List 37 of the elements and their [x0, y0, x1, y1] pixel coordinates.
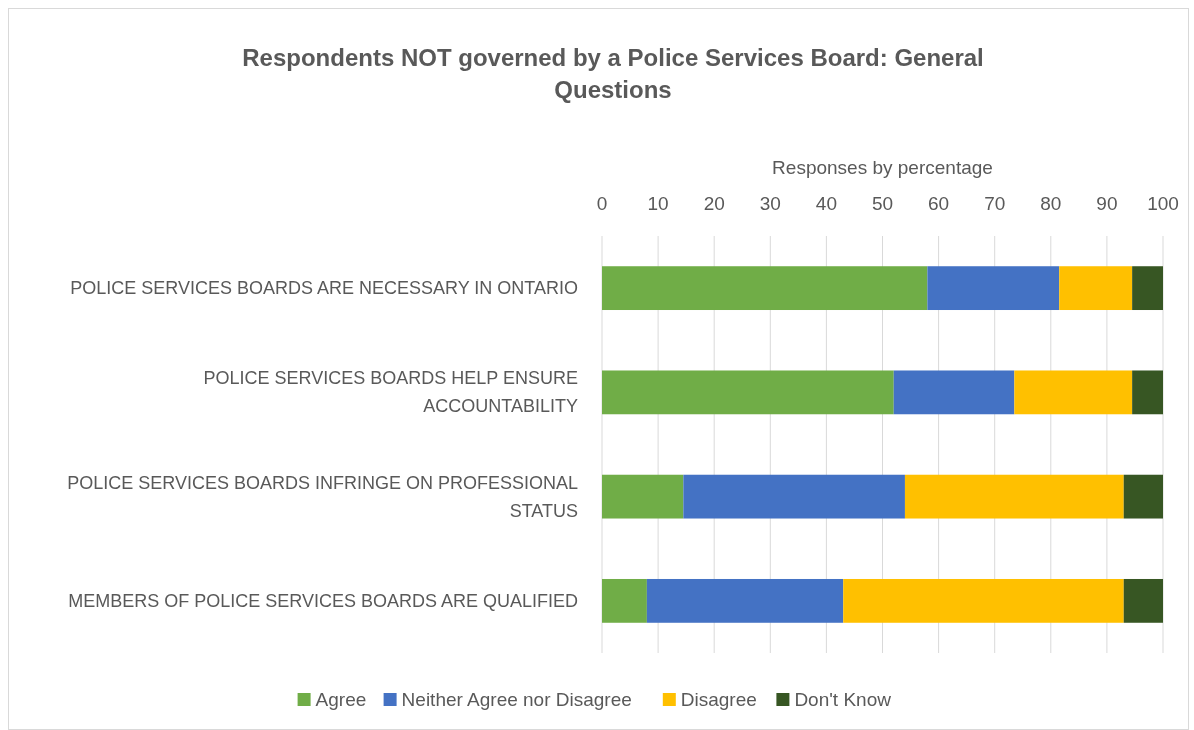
x-tick-label: 50: [871, 193, 894, 214]
legend-label: Disagree: [680, 689, 757, 710]
bar: [646, 578, 844, 623]
bar: [1059, 266, 1133, 311]
x-tick-label: 90: [1096, 193, 1118, 214]
bar: [1123, 474, 1163, 519]
y-tick-label: POLICE SERVICES BOARDS ARE NECESSARY IN ONTARIO: [70, 278, 578, 299]
bar: [602, 266, 928, 311]
bar: [1014, 370, 1133, 415]
x-tick-label: 20: [703, 193, 725, 214]
x-tick-label: 0: [596, 193, 608, 214]
y-tick-label: POLICE SERVICES BOARDS INFRINGE ON PROFESSIONAL STATUS: [67, 472, 578, 521]
x-tick-label: 80: [1040, 193, 1062, 214]
x-tick-label: 40: [815, 193, 837, 214]
bar: [1132, 266, 1164, 311]
x-tick-label: 60: [928, 193, 950, 214]
x-tick-label: 10: [647, 193, 669, 214]
x-tick-label: 70: [984, 193, 1006, 214]
x-tick-label: 30: [759, 193, 781, 214]
x-axis-title: Responses by percentage: [772, 157, 993, 178]
bar: [1123, 578, 1163, 623]
y-tick-label: MEMBERS OF POLICE SERVICES BOARDS ARE QUALIFIED: [68, 590, 578, 611]
legend-label: Agree: [315, 689, 367, 710]
bar: [927, 266, 1060, 311]
legend-label: Neither Agree nor Disagree: [401, 689, 632, 710]
bar: [602, 370, 894, 415]
bar: [843, 578, 1124, 623]
bar: [904, 474, 1124, 519]
legend-label: Don't Know: [794, 689, 892, 710]
bar: [602, 474, 684, 519]
chart-title: Respondents NOT governed by a Police Services Board: General Questions: [242, 44, 984, 103]
bar: [683, 474, 905, 519]
bar: [602, 578, 647, 623]
x-tick-label: 100: [1147, 193, 1179, 214]
bar: [893, 370, 1015, 415]
y-tick-label: POLICE SERVICES BOARDS HELP ENSURE ACCOUNTABILITY: [203, 368, 578, 417]
bar: [1132, 370, 1164, 415]
